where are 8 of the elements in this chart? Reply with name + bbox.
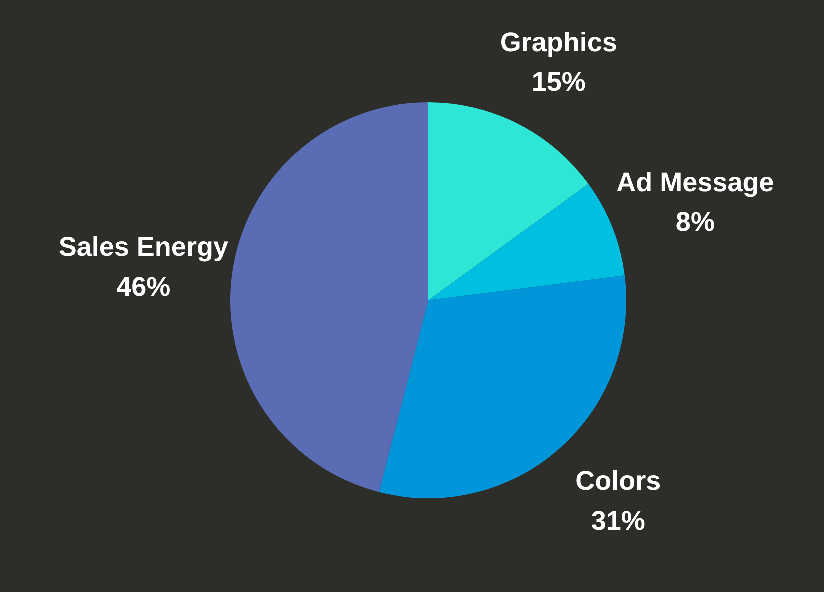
- slice-label: Sales Energy: [58, 232, 228, 262]
- data-label: 15%: [532, 67, 586, 98]
- data-label: 31%: [591, 506, 646, 536]
- slice-label: Graphics: [500, 28, 618, 58]
- slice-label: Colors: [576, 466, 662, 496]
- data-label: 8%: [676, 206, 715, 237]
- data-label: 46%: [116, 272, 171, 302]
- slice-label: Ad Message: [616, 167, 774, 198]
